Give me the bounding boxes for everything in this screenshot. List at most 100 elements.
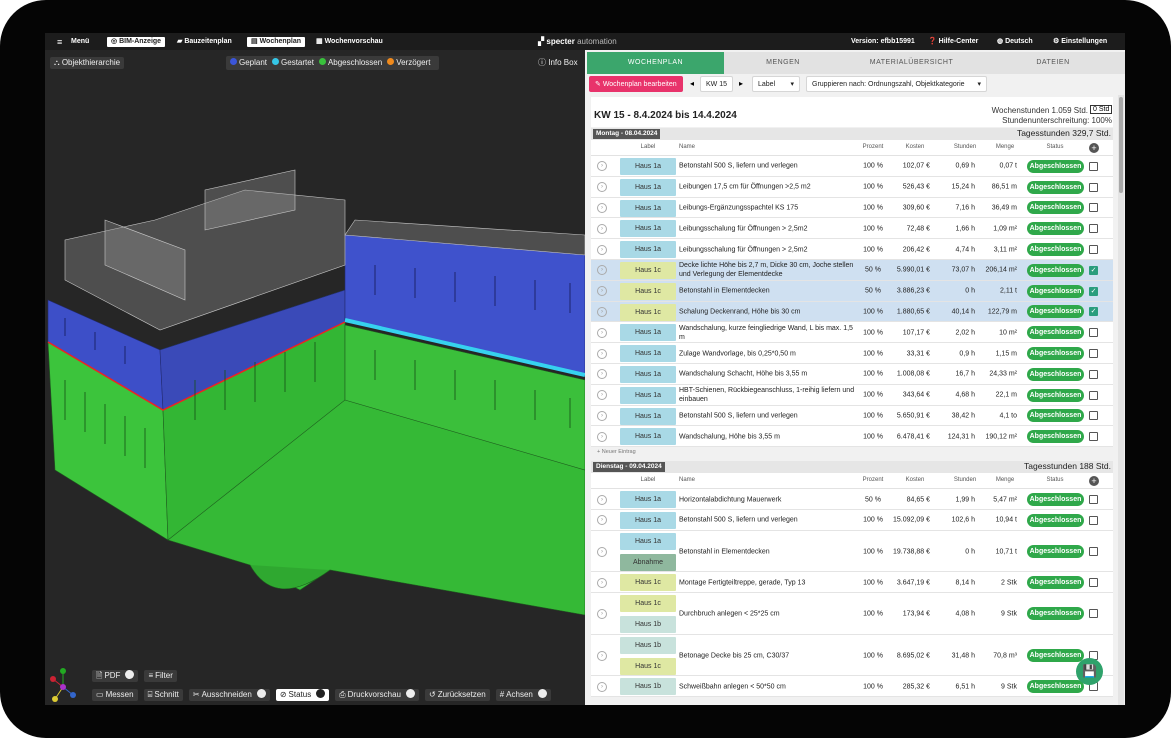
status-button[interactable]: Abgeschlossen [1027,493,1084,507]
prev-week[interactable]: ◂ [690,79,695,88]
status-button[interactable]: Abgeschlossen [1027,201,1084,215]
expand-icon[interactable]: › [597,650,607,661]
status-button[interactable]: Abgeschlossen [1027,680,1084,694]
row-checkbox[interactable] [1089,182,1098,192]
expand-icon[interactable]: › [597,202,607,213]
row-checkbox[interactable]: ✓ [1089,307,1098,317]
row-checkbox[interactable] [1089,432,1098,442]
menu-button[interactable]: Menü [71,38,90,45]
plan-row[interactable]: › Haus 1a Leibungsschalung für Öffnungen >… [591,218,1113,240]
plan-row[interactable]: › Haus 1a Wandschalung, Höhe bis 3,55 m 100… [591,426,1113,448]
status-button[interactable]: Abgeschlossen [1027,263,1084,277]
status-button[interactable]: Abgeschlossen [1027,513,1084,527]
expand-icon[interactable]: › [597,223,607,234]
expand-icon[interactable]: › [597,431,607,442]
status-button[interactable]: Abgeschlossen [1027,367,1084,381]
expand-icon[interactable]: › [597,515,607,526]
nav-tab[interactable]: ▦ Wochenvorschau [316,38,383,45]
tool-button[interactable]: ✂ Ausschneiden [188,689,270,701]
row-checkbox[interactable] [1089,609,1098,619]
row-checkbox[interactable] [1089,495,1098,505]
panel-tab[interactable]: MENGEN [724,52,842,74]
tool-button[interactable]: 🗎 PDF [92,670,139,682]
plan-row[interactable]: › Haus 1a Leibungsschalung für Öffnungen >… [591,239,1113,260]
status-button[interactable]: Abgeschlossen [1027,607,1084,621]
expand-icon[interactable]: › [597,608,607,619]
expand-icon[interactable]: › [597,369,607,380]
plan-row[interactable]: › Haus 1a Leibungs-Ergänzungsspachtel KS 1… [591,197,1113,219]
expand-icon[interactable]: › [597,286,607,297]
plan-row[interactable]: › Haus 1a Betonstahl 500 S, liefern und ve… [591,405,1113,427]
menu-icon[interactable]: ≡ [57,37,63,47]
expand-icon[interactable]: › [597,182,607,193]
row-checkbox[interactable] [1089,203,1098,213]
expand-icon[interactable]: › [597,546,607,557]
status-button[interactable]: Abgeschlossen [1027,409,1084,423]
new-entry[interactable]: + Neuer Eintrag [597,449,636,456]
row-checkbox[interactable] [1089,161,1098,171]
expand-icon[interactable]: › [597,327,607,338]
row-checkbox[interactable] [1089,328,1098,338]
tool-button[interactable]: ⎙ Druckvorschau [335,689,419,701]
hours-input[interactable]: 0 Std [1090,105,1113,114]
tool-button[interactable]: # Achsen [495,689,551,701]
save-button[interactable]: 💾 [1076,658,1103,685]
settings-link[interactable]: ⚙ Einstellungen [1053,38,1108,45]
tool-button[interactable]: ⊘ Status [275,689,330,701]
nav-tab[interactable]: ◎ BIM-Anzeige [107,37,166,47]
nav-tab[interactable]: ▰ Bauzeitenplan [177,38,232,45]
week-select[interactable]: KW 15 [700,76,734,92]
next-week[interactable]: ▸ [739,79,744,88]
info-box-button[interactable]: ⓘ Info Box [538,58,578,67]
status-button[interactable]: Abgeschlossen [1027,649,1084,663]
panel-tab[interactable]: WOCHENPLAN [587,52,724,74]
plan-row[interactable]: › Haus 1c Haus 1b Durchbruch anlegen < 25*2… [591,593,1113,635]
expand-icon[interactable]: › [597,244,607,255]
status-button[interactable]: Abgeschlossen [1027,388,1084,402]
panel-tab[interactable]: MATERIALÜBERSICHT [842,52,981,74]
hierarchy-button[interactable]: ⛬ Objekthierarchie [50,57,125,69]
plan-row[interactable]: › Haus 1a Leibungen 17,5 cm für Öffnungen … [591,176,1113,198]
expand-icon[interactable]: › [597,265,607,276]
row-checkbox[interactable] [1089,390,1098,400]
status-button[interactable]: Abgeschlossen [1027,284,1084,298]
status-button[interactable]: Abgeschlossen [1027,347,1084,361]
plan-row[interactable]: › Haus 1b Haus 1c Betonage Decke bis 25 cm,… [591,634,1113,677]
tool-button[interactable]: ⌸ Schnitt [143,689,183,701]
bim-viewer[interactable] [45,50,585,705]
row-checkbox[interactable] [1089,578,1098,588]
status-button[interactable]: Abgeschlossen [1027,222,1084,236]
plan-row[interactable]: › Haus 1c Montage Fertigteiltreppe, gerade… [591,572,1113,594]
row-checkbox[interactable] [1089,411,1098,421]
group-by-select[interactable]: Gruppieren nach: Ordnungszahl, Objektkat… [806,76,987,92]
expand-icon[interactable]: › [597,390,607,401]
plan-row[interactable]: › Haus 1c Schalung Deckenrand, Höhe bis 30… [591,301,1113,323]
plan-row[interactable]: › Haus 1b Schweißbahn anlegen < 50*50 cm 10… [591,676,1113,698]
label-filter[interactable]: Label ▾ [752,76,800,92]
tool-button[interactable]: ▭ Messen [92,689,138,701]
plan-row[interactable]: › Haus 1a Betonstahl 500 S, liefern und ve… [591,156,1113,177]
add-row[interactable]: + [1089,476,1099,487]
plan-row[interactable]: › Haus 1c Betonstahl in Elementdecken 50 % 3… [591,280,1113,302]
row-checkbox[interactable] [1089,515,1098,525]
edit-button[interactable]: ✎ Wochenplan bearbeiten [589,76,683,92]
tool-button[interactable]: ≡ Filter [144,670,177,682]
status-button[interactable]: Abgeschlossen [1027,430,1084,444]
plan-row[interactable]: › Haus 1c Decke lichte Höhe bis 2,7 m, Dic… [591,260,1113,281]
plan-row[interactable]: › Haus 1a Wandschalung, kurze feingliedrig… [591,322,1113,344]
row-checkbox[interactable] [1089,349,1098,359]
row-checkbox[interactable] [1089,369,1098,379]
expand-icon[interactable]: › [597,681,607,692]
row-checkbox[interactable] [1089,547,1098,557]
language-select[interactable]: ◍ Deutsch [997,38,1033,45]
status-button[interactable]: Abgeschlossen [1027,243,1084,257]
status-button[interactable]: Abgeschlossen [1027,159,1084,173]
row-checkbox[interactable]: ✓ [1089,265,1098,275]
help-link[interactable]: ❓ Hilfe-Center [928,38,979,45]
status-button[interactable]: Abgeschlossen [1027,305,1084,319]
status-button[interactable]: Abgeschlossen [1027,576,1084,590]
status-button[interactable]: Abgeschlossen [1027,326,1084,340]
expand-icon[interactable]: › [597,494,607,505]
panel-tab[interactable]: DATEIEN [981,52,1125,74]
expand-icon[interactable]: › [597,577,607,588]
